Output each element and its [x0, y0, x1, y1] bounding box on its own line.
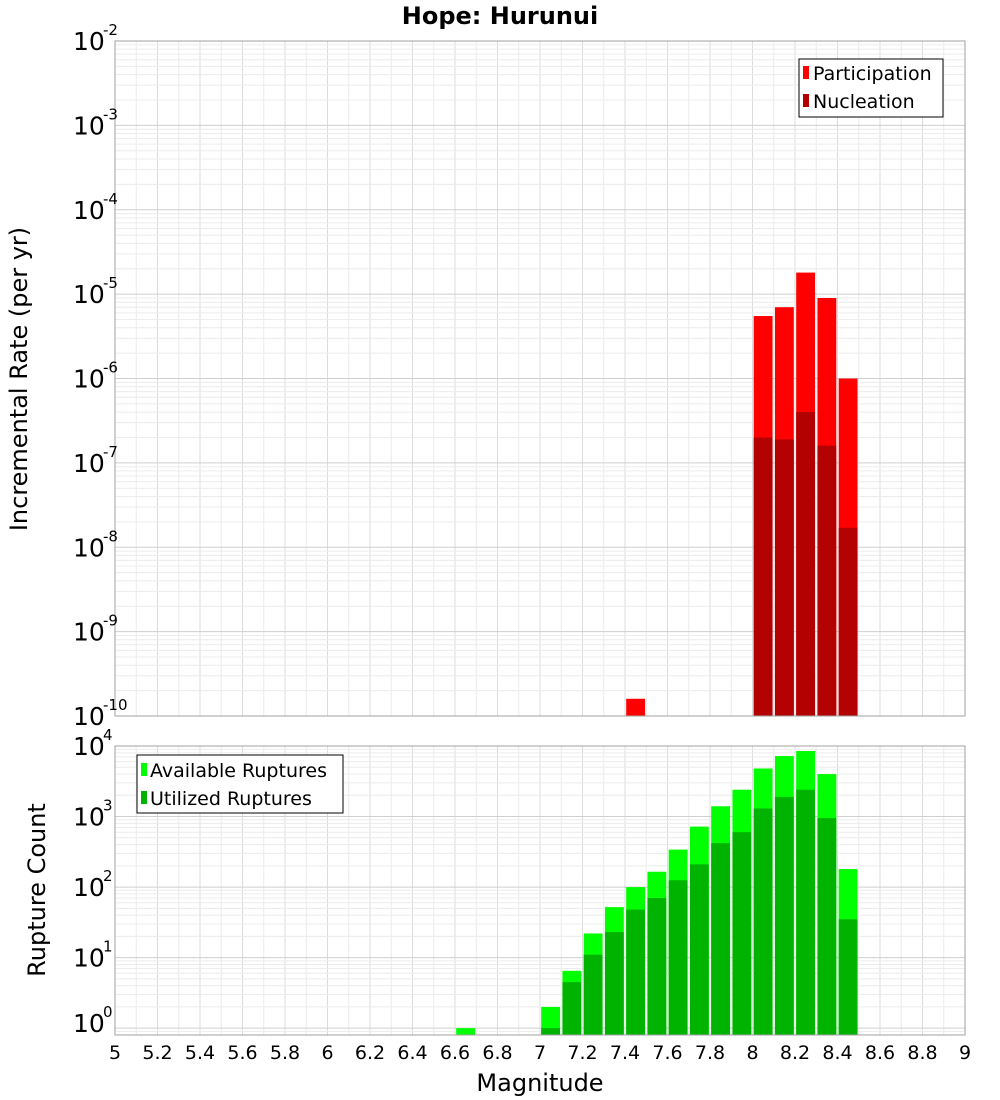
x-tick-label: 8.8 [907, 1042, 937, 1064]
x-tick-label: 5.4 [185, 1042, 215, 1064]
bottom-y-tick-exponent: 4 [103, 726, 113, 744]
bar-available-ruptures [456, 1028, 476, 1035]
legend-swatch-nucleation [803, 94, 809, 107]
top-y-tick-label: 10 [73, 702, 105, 731]
x-tick-label: 7.4 [610, 1042, 640, 1064]
bar-utilized-ruptures [838, 919, 858, 1035]
legend-label-utilized: Utilized Ruptures [150, 788, 312, 810]
top-y-tick-exponent: -3 [103, 105, 118, 123]
bottom-bars [456, 750, 858, 1035]
bottom-y-tick-exponent: 3 [103, 797, 113, 815]
x-tick-label: 6.8 [482, 1042, 512, 1064]
legend-swatch-utilized [141, 791, 147, 804]
x-tick-label: 8.6 [865, 1042, 895, 1064]
x-tick-label: 7 [534, 1042, 546, 1064]
bar-utilized-ruptures [689, 864, 709, 1035]
x-tick-label: 6.4 [397, 1042, 427, 1064]
top-y-tick-exponent: -7 [103, 443, 118, 461]
bottom-y-tick-label: 10 [73, 803, 105, 832]
bar-utilized-ruptures [753, 808, 773, 1035]
x-tick-label: 5.8 [270, 1042, 300, 1064]
bar-utilized-ruptures [732, 832, 752, 1035]
bar-nucleation [796, 412, 816, 716]
bar-utilized-ruptures [647, 898, 667, 1035]
bar-nucleation [817, 445, 837, 716]
top-y-tick-label: 10 [73, 533, 105, 562]
top-y-tick-exponent: -6 [103, 359, 118, 377]
top-y-tick-label: 10 [73, 280, 105, 309]
bottom-y-tick-exponent: 1 [103, 938, 113, 956]
top-y-tick-label: 10 [73, 449, 105, 478]
bar-nucleation [753, 437, 773, 716]
top-gridlines [115, 40, 965, 717]
legend-label-participation: Participation [813, 63, 932, 85]
top-y-tick-label: 10 [73, 365, 105, 394]
top-plot-frame [114, 40, 966, 717]
bar-utilized-ruptures [796, 789, 816, 1035]
bar-utilized-ruptures [604, 932, 624, 1035]
top-y-tick-exponent: -10 [103, 696, 128, 714]
bottom-y-axis-label: Rupture Count [23, 803, 51, 977]
bottom-y-tick-label: 10 [73, 873, 105, 902]
bottom-y-tick-exponent: 2 [103, 867, 113, 885]
bottom-legend: Available Ruptures Utilized Ruptures [136, 754, 344, 814]
top-y-tick-label: 10 [73, 111, 105, 140]
bar-utilized-ruptures [583, 954, 603, 1035]
bar-nucleation [774, 439, 794, 716]
top-y-tick-exponent: -9 [103, 612, 118, 630]
top-y-tick-label: 10 [73, 196, 105, 225]
legend-label-nucleation: Nucleation [813, 91, 915, 113]
bottom-y-tick-label: 10 [73, 732, 105, 761]
top-legend-box [798, 58, 944, 118]
bar-utilized-ruptures [626, 909, 646, 1035]
x-tick-label: 6.2 [355, 1042, 385, 1064]
bar-available-ruptures [541, 1006, 561, 1035]
legend-swatch-available [141, 763, 147, 776]
x-tick-label: 7.2 [567, 1042, 597, 1064]
x-tick-label: 5.2 [142, 1042, 172, 1064]
chart-title: Hope: Hurunui [402, 2, 598, 30]
bar-utilized-ruptures [774, 796, 794, 1035]
top-y-tick-exponent: -2 [103, 21, 118, 39]
top-y-tick-exponent: -8 [103, 527, 118, 545]
x-tick-label: 5 [109, 1042, 121, 1064]
legend-label-available: Available Ruptures [150, 760, 327, 782]
bottom-y-tick-exponent: 0 [103, 1003, 113, 1021]
bar-utilized-ruptures [711, 843, 731, 1035]
x-tick-label: 6.6 [440, 1042, 470, 1064]
bar-utilized-ruptures [668, 880, 688, 1035]
top-y-axis-label: Incremental Rate (per yr) [5, 227, 33, 531]
legend-swatch-participation [803, 66, 809, 79]
x-tick-label: 5.6 [227, 1042, 257, 1064]
top-y-tick-label: 10 [73, 618, 105, 647]
top-y-tick-exponent: -5 [103, 274, 118, 292]
x-tick-label: 8.2 [780, 1042, 810, 1064]
bar-utilized-ruptures [541, 1028, 561, 1035]
bottom-legend-box [136, 754, 344, 814]
x-tick-label: 7.6 [652, 1042, 682, 1064]
top-bars [626, 272, 858, 716]
bottom-plot-frame [114, 745, 966, 1036]
x-tick-label: 9 [959, 1042, 971, 1064]
top-y-tick-exponent: -4 [103, 190, 118, 208]
x-tick-label: 8 [746, 1042, 758, 1064]
bar-participation [626, 698, 646, 716]
bar-utilized-ruptures [562, 982, 582, 1035]
bottom-y-tick-label: 10 [73, 1009, 105, 1038]
x-axis-label: Magnitude [476, 1069, 603, 1097]
x-tick-labels: 5 5.2 5.4 5.6 5.8 6 6.2 6.4 6.6 6.8 7 7.2 7.4 7.6 7.8 8… [109, 1042, 971, 1064]
x-tick-label: 6 [321, 1042, 333, 1064]
top-legend: Participation Nucleation [798, 58, 944, 118]
bar-utilized-ruptures [817, 818, 837, 1035]
top-y-tick-label: 10 [73, 27, 105, 56]
x-tick-label: 8.4 [822, 1042, 852, 1064]
bar-nucleation [838, 527, 858, 716]
bottom-y-tick-label: 10 [73, 944, 105, 973]
x-tick-label: 7.8 [695, 1042, 725, 1064]
